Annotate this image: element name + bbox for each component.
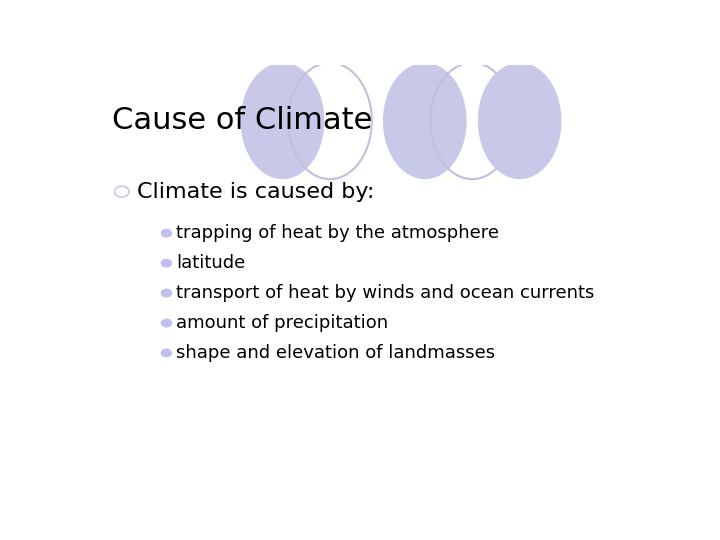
Text: trapping of heat by the atmosphere: trapping of heat by the atmosphere <box>176 224 500 242</box>
Circle shape <box>161 289 171 297</box>
Text: Cause of Climate: Cause of Climate <box>112 106 373 136</box>
Text: transport of heat by winds and ocean currents: transport of heat by winds and ocean cur… <box>176 284 595 302</box>
Circle shape <box>161 230 171 237</box>
Text: shape and elevation of landmasses: shape and elevation of landmasses <box>176 344 495 362</box>
Ellipse shape <box>240 63 324 179</box>
Text: Climate is caused by:: Climate is caused by: <box>138 181 375 201</box>
Text: latitude: latitude <box>176 254 246 272</box>
Circle shape <box>161 259 171 267</box>
Circle shape <box>161 349 171 357</box>
Ellipse shape <box>383 63 467 179</box>
Circle shape <box>161 319 171 327</box>
Text: amount of precipitation: amount of precipitation <box>176 314 389 332</box>
Ellipse shape <box>478 63 562 179</box>
